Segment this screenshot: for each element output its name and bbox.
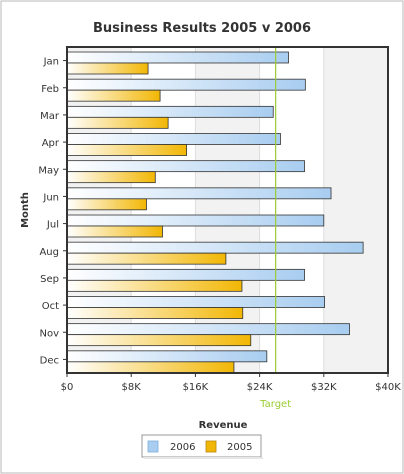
y-tick-label-dec: Dec [40,355,59,366]
y-axis-label: Month [20,192,31,228]
bar-2006-aug [66,241,364,254]
x-tick-label: $8K [122,382,142,393]
y-tick-label-jul: Jul [46,220,59,231]
x-tick-label: $24K [247,382,273,393]
legend-icon-2005 [205,440,217,453]
y-tick-label-jun: Jun [42,192,59,203]
bar-2006-nov [66,323,350,336]
bar-2006-may [66,160,305,173]
y-tick-label-feb: Feb [41,84,59,95]
target-layer: Target [259,47,291,410]
bar-2005-jun [66,198,147,211]
target-label: Target [259,399,291,410]
bar-2005-nov [66,334,252,347]
x-axis-label: Revenue [199,420,248,431]
bar-2006-jul [66,214,325,227]
bars-layer [66,51,364,374]
plot-band [259,47,324,373]
bar-2006-dec [66,350,268,363]
x-tick-label: $0 [61,382,74,393]
legend-item-2006: 2006 [147,440,195,453]
bar-2005-mar [66,116,169,129]
y-tick-label-nov: Nov [39,328,59,339]
bar-2005-feb [66,89,161,102]
legend-item-2005: 2005 [205,440,252,453]
legend-shadow [144,457,263,459]
bar-2005-apr [66,144,187,156]
bar-2006-jan [66,51,289,64]
x-axis-ticks: $0 $8K $16K $24K $32K $40K [61,373,401,393]
plot-band [323,47,388,373]
y-tick-label-mar: Mar [40,111,60,122]
x-tick-label: $40K [375,382,401,393]
y-tick-label-may: May [38,165,59,176]
legend: 2006 2005 [141,434,263,459]
bar-2005-oct [66,307,244,319]
x-tick-label: $16K [183,382,209,393]
bar-2005-jul [66,225,163,238]
y-axis-ticks: Jan Feb Mar Apr May Jun Jul Aug Sep Oct Nov Dec [38,57,67,366]
legend-icon-2006 [147,440,159,453]
bar-2006-oct [66,296,326,308]
plot-border [66,46,389,374]
legend-label-2006: 2006 [170,442,195,453]
legend-label-2005: 2005 [227,442,252,453]
y-tick-label-sep: Sep [40,274,59,285]
y-tick-label-jan: Jan [43,57,59,68]
bar-2005-may [66,171,156,184]
bar-2005-dec [66,361,235,374]
bar-2005-sep [66,279,243,292]
y-tick-label-aug: Aug [39,247,59,258]
chart-title: Business Results 2005 v 2006 [93,21,311,36]
bar-2006-jun [66,187,332,200]
bar-2005-aug [66,252,227,265]
y-tick-label-apr: Apr [42,138,60,149]
y-tick-label-oct: Oct [42,301,59,312]
bar-2006-apr [66,133,281,145]
bar-2005-jan [66,62,149,75]
bar-2006-feb [66,78,306,91]
x-tick-label: $32K [311,382,337,393]
bar-2006-mar [66,105,274,118]
bar-2006-sep [66,268,305,281]
